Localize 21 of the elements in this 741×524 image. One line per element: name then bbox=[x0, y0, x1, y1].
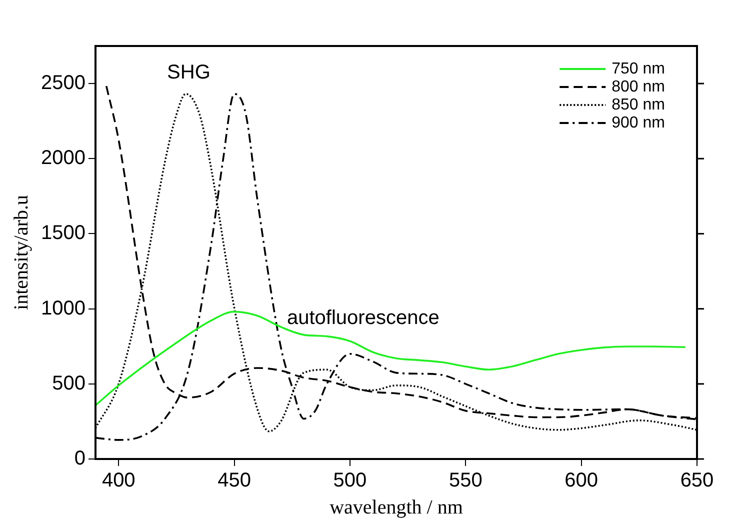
x-tick-label: 550 bbox=[448, 470, 482, 492]
y-tick-label: 1000 bbox=[40, 297, 86, 320]
x-tick-label: 450 bbox=[218, 470, 251, 492]
x-axis-title: wavelength / nm bbox=[330, 496, 464, 518]
y-tick-label: 500 bbox=[52, 372, 86, 394]
line-series bbox=[95, 310, 686, 406]
x-tick-label: 500 bbox=[333, 470, 367, 492]
x-tick-label: 650 bbox=[680, 470, 714, 492]
legend-label: 750 nm bbox=[612, 60, 666, 78]
annotation: SHG bbox=[167, 61, 210, 84]
annotation: autofluorescence bbox=[287, 307, 440, 330]
legend-label: 800 nm bbox=[612, 78, 666, 96]
y-tick-label: 2000 bbox=[40, 147, 86, 170]
y-axis-title: intensity/arb.u bbox=[10, 195, 32, 310]
x-tick-label: 600 bbox=[564, 470, 598, 492]
x-tick-label: 400 bbox=[102, 470, 136, 492]
y-tick-label: 0 bbox=[74, 448, 86, 470]
y-tick-label: 2500 bbox=[40, 72, 86, 94]
y-tick-label: 1500 bbox=[40, 222, 86, 244]
legend-label: 850 nm bbox=[612, 96, 666, 114]
legend-label: 900 nm bbox=[612, 114, 666, 132]
